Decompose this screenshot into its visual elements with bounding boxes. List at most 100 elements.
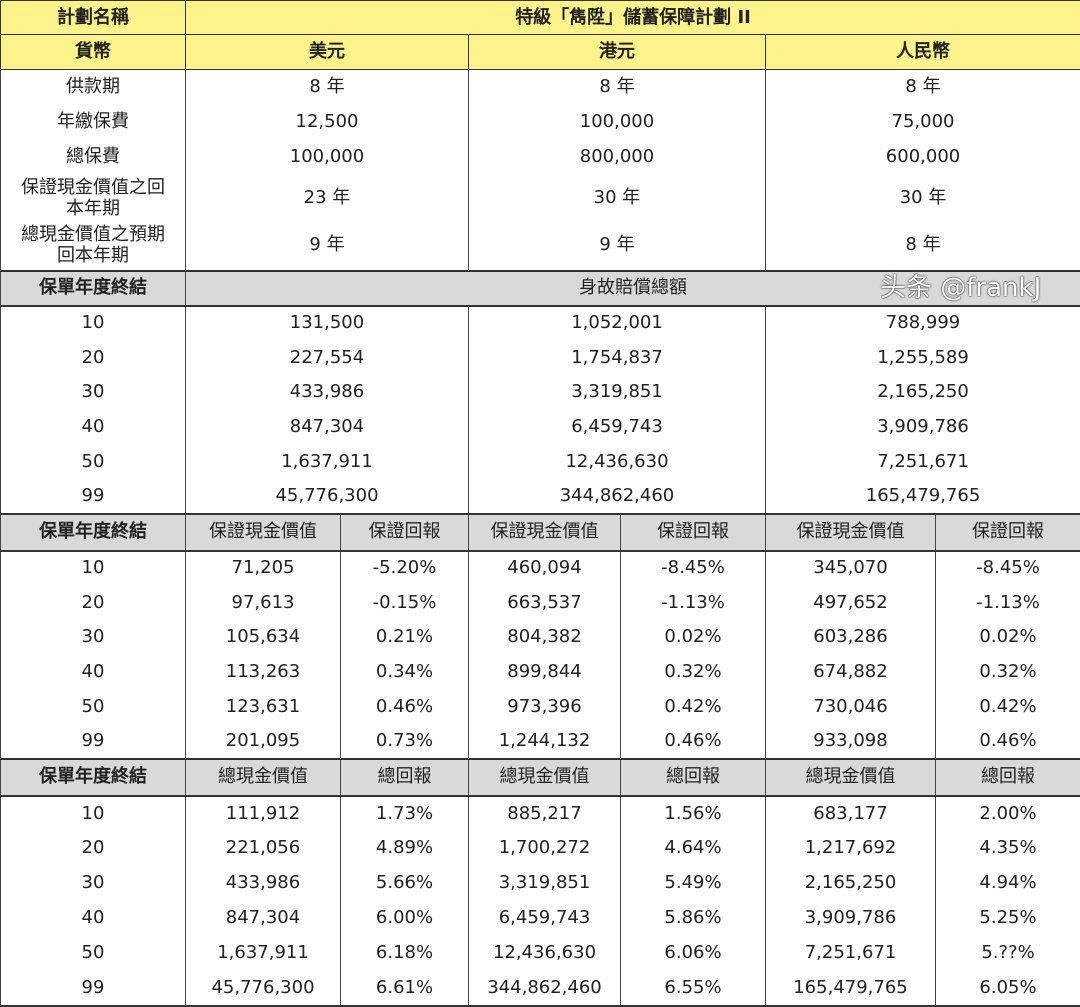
column-header: 保證回報: [621, 514, 766, 551]
cash-value: 6,459,743: [469, 901, 621, 936]
plan-name-label: 計劃名稱: [1, 1, 186, 35]
info-value: 100,000: [186, 140, 469, 175]
section-header-label: 保單年度終結: [1, 514, 186, 551]
return-rate: 5.86%: [621, 901, 766, 936]
policy-year: 20: [1, 585, 186, 620]
column-header: 保證現金價值: [469, 514, 621, 551]
cash-value: 804,382: [469, 620, 621, 655]
cash-value: 2,165,250: [766, 866, 936, 901]
info-label: 總保費: [1, 140, 186, 175]
return-rate: 0.46%: [936, 724, 1080, 759]
info-value: 12,500: [186, 105, 469, 140]
cash-value: 1,244,132: [469, 724, 621, 759]
policy-year: 30: [1, 375, 186, 410]
death-benefit-value: 131,500: [186, 306, 469, 341]
return-rate: 0.02%: [936, 620, 1080, 655]
info-label: 供款期: [1, 70, 186, 105]
plan-name: 特級「雋陞」儲蓄保障計劃 II: [186, 1, 1080, 35]
cash-value: 603,286: [766, 620, 936, 655]
info-label: 總現金價值之預期回本年期: [1, 221, 186, 271]
death-benefit-value: 1,255,589: [766, 340, 1080, 375]
currency-label: 貨幣: [1, 35, 186, 70]
policy-year: 50: [1, 444, 186, 479]
death-benefit-value: 3,909,786: [766, 410, 1080, 445]
cash-value: 12,436,630: [469, 936, 621, 971]
return-rate: 4.64%: [621, 831, 766, 866]
cash-value: 113,263: [186, 655, 341, 690]
return-rate: 0.46%: [621, 724, 766, 759]
policy-year: 40: [1, 901, 186, 936]
currency-row: 貨幣 美元 港元 人民幣: [1, 35, 1080, 70]
info-label: 年繳保費: [1, 105, 186, 140]
cash-value: 105,634: [186, 620, 341, 655]
cash-value: 885,217: [469, 796, 621, 831]
cash-value: 973,396: [469, 689, 621, 724]
info-value: 8 年: [186, 70, 469, 105]
policy-year: 30: [1, 620, 186, 655]
return-rate: 4.94%: [936, 866, 1080, 901]
return-rate: 6.06%: [621, 936, 766, 971]
return-rate: 5.66%: [341, 866, 469, 901]
cash-value: 123,631: [186, 689, 341, 724]
return-rate: 1.73%: [341, 796, 469, 831]
return-rate: 5.49%: [621, 866, 766, 901]
return-rate: -8.45%: [621, 551, 766, 586]
return-rate: 0.02%: [621, 620, 766, 655]
policy-year: 99: [1, 724, 186, 759]
plan-name-row: 計劃名稱 特級「雋陞」儲蓄保障計劃 II: [1, 1, 1080, 35]
policy-year: 50: [1, 936, 186, 971]
policy-year: 99: [1, 479, 186, 514]
info-value: 30 年: [766, 175, 1080, 221]
return-rate: 0.21%: [341, 620, 469, 655]
info-value: 8 年: [766, 70, 1080, 105]
return-rate: -1.13%: [621, 585, 766, 620]
column-header: 保證回報: [936, 514, 1080, 551]
return-rate: -8.45%: [936, 551, 1080, 586]
cash-value: 460,094: [469, 551, 621, 586]
return-rate: 0.32%: [936, 655, 1080, 690]
watermark: 头条 @frankJ: [880, 273, 1041, 303]
cash-value: 71,205: [186, 551, 341, 586]
cash-value: 344,862,460: [469, 971, 621, 1006]
policy-year: 50: [1, 689, 186, 724]
cash-value: 933,098: [766, 724, 936, 759]
return-rate: 4.35%: [936, 831, 1080, 866]
info-value: 800,000: [469, 140, 766, 175]
return-rate: 0.46%: [341, 689, 469, 724]
cash-value: 847,304: [186, 901, 341, 936]
info-label: 保證現金價值之回本年期: [1, 175, 186, 221]
return-rate: 4.89%: [341, 831, 469, 866]
return-rate: 5.25%: [936, 901, 1080, 936]
cash-value: 674,882: [766, 655, 936, 690]
return-rate: 0.32%: [621, 655, 766, 690]
return-rate: 0.73%: [341, 724, 469, 759]
cash-value: 7,251,671: [766, 936, 936, 971]
currency-hkd: 港元: [469, 35, 766, 70]
cash-value: 683,177: [766, 796, 936, 831]
death-benefit-value: 1,052,001: [469, 306, 766, 341]
cash-value: 1,637,911: [186, 936, 341, 971]
column-header: 保證現金價值: [186, 514, 341, 551]
cash-value: 1,217,692: [766, 831, 936, 866]
death-benefit-value: 1,754,837: [469, 340, 766, 375]
currency-rmb: 人民幣: [766, 35, 1080, 70]
policy-year: 10: [1, 551, 186, 586]
death-benefit-value: 847,304: [186, 410, 469, 445]
info-value: 9 年: [469, 221, 766, 271]
return-rate: -1.13%: [936, 585, 1080, 620]
total-header-row: 保單年度終結總現金價值總回報總現金價值總回報總現金價值總回報: [1, 759, 1080, 796]
info-value: 8 年: [766, 221, 1080, 271]
cash-value: 201,095: [186, 724, 341, 759]
policy-year: 99: [1, 971, 186, 1006]
